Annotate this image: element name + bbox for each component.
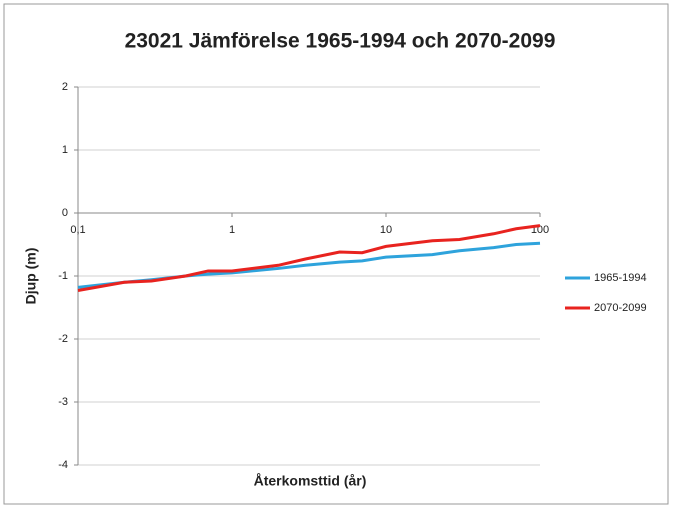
legend-label: 1965-1994 xyxy=(594,272,647,284)
data-line xyxy=(77,224,541,292)
y-tick-label: 2 xyxy=(62,81,68,93)
chart-title: 23021 Jämförelse 1965-1994 och 2070-2099 xyxy=(125,30,556,53)
x-tick-label: 10 xyxy=(380,224,392,236)
y-tick-label: -1 xyxy=(58,270,68,282)
x-tick-label: 1 xyxy=(229,224,235,236)
x-axis-label: Återkomsttid (år) xyxy=(254,473,367,489)
legend-label: 2070-2099 xyxy=(594,302,647,314)
y-tick-label: 1 xyxy=(62,144,68,156)
x-tick-label: 0,1 xyxy=(70,224,85,236)
y-tick-label: -4 xyxy=(58,459,68,471)
y-tick-label: 0 xyxy=(62,207,68,219)
y-tick-label: -2 xyxy=(58,333,68,345)
y-axis-label: Djup (m) xyxy=(23,248,39,305)
y-tick-label: -3 xyxy=(58,396,68,408)
